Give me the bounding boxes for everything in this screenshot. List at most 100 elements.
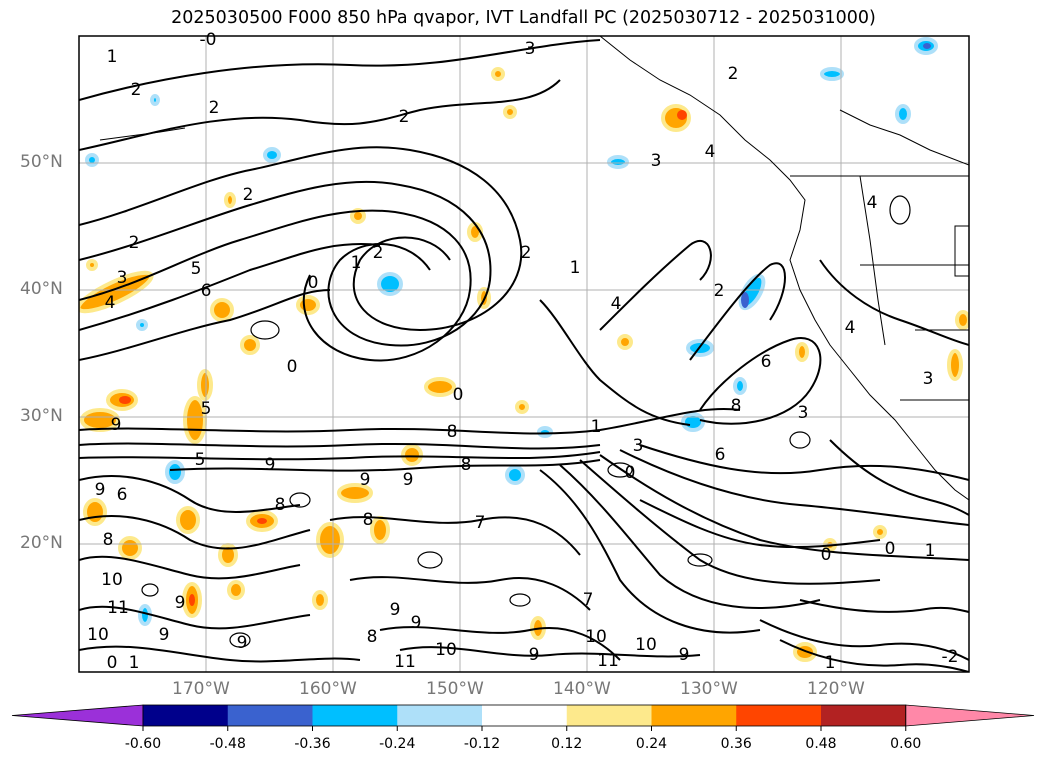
contour-label: 1	[107, 47, 118, 67]
contour-label: 4	[611, 294, 622, 314]
contour-label: 9	[265, 455, 276, 475]
contour-label: 2	[243, 185, 254, 205]
contour-label: 7	[583, 590, 594, 610]
contour-label: 0	[625, 463, 636, 483]
contour-label: 5	[201, 399, 212, 419]
contour-label: 9	[175, 593, 186, 613]
contour-label: 0	[308, 273, 319, 293]
contour-label: 1	[570, 258, 581, 278]
contour-label: 10	[87, 625, 109, 645]
contour-label: 8	[367, 627, 378, 647]
contour-label: 2	[131, 80, 142, 100]
colorbar-tick-label: -0.36	[294, 736, 331, 752]
contour-label: 6	[117, 485, 128, 505]
colorbar-tick-label: -0.12	[463, 736, 501, 752]
contour-label: 8	[461, 455, 472, 475]
contour-label: 2	[209, 98, 220, 118]
lat-label-20n: 20°N	[20, 533, 63, 553]
contour-lines	[79, 39, 969, 672]
shading-layer	[79, 36, 969, 672]
contour-label: 9	[159, 625, 170, 645]
contour-label: 6	[201, 281, 212, 301]
colorbar-tick-label: -0.24	[379, 736, 416, 752]
contour-label: 0	[821, 545, 832, 565]
contour-label: 9	[403, 470, 414, 490]
colorbar-segment	[397, 705, 483, 726]
colorbar-tick-label: 0.12	[551, 736, 583, 752]
lon-label-120w: 120°W	[807, 679, 865, 699]
contour-label: 3	[651, 151, 662, 171]
colorbar-tick-label: -0.48	[209, 736, 246, 752]
contour-label: 1	[129, 653, 140, 673]
contour-label: 10	[435, 640, 457, 660]
contour-label: 8	[447, 422, 458, 442]
colorbar-tick-label: 0.36	[720, 736, 752, 752]
contour-label: 9	[111, 415, 122, 435]
contour-label: 2	[399, 107, 410, 127]
colorbar-extend-min	[11, 704, 144, 727]
contour-label: 9	[360, 470, 371, 490]
contour-label: 6	[715, 445, 726, 465]
contour-label: 8	[731, 396, 742, 416]
colorbar-tick-label: 0.24	[635, 736, 668, 752]
colorbar-segment	[143, 705, 229, 726]
contour-label: 4	[705, 142, 716, 162]
contour-label: 10	[585, 627, 607, 647]
contour-label: 4	[867, 193, 878, 213]
lat-label-50n: 50°N	[20, 152, 63, 172]
contour-label: -2	[942, 647, 959, 667]
contour-label: 3	[798, 403, 809, 423]
colorbar-segment	[566, 705, 652, 726]
contour-label: 9	[95, 480, 106, 500]
contour-label: -0	[200, 30, 217, 50]
contour-label: 1	[591, 417, 602, 437]
lon-label-150w: 150°W	[426, 679, 484, 699]
contour-label: 3	[525, 39, 536, 59]
colorbar-tick-label: -0.60	[124, 736, 162, 752]
contour-label: 11	[394, 652, 416, 672]
map-frame	[78, 35, 970, 673]
lat-label-30n: 30°N	[20, 406, 63, 426]
coastline	[99, 36, 969, 501]
contour-label: 9	[529, 645, 540, 665]
contour-label: 3	[923, 369, 934, 389]
colorbar-segment	[651, 705, 737, 726]
lon-label-140w: 140°W	[553, 679, 611, 699]
lon-label-160w: 160°W	[299, 679, 357, 699]
colorbar-tick-label: 0.48	[805, 736, 837, 752]
contour-label: 2	[129, 233, 140, 253]
contour-label: 2	[521, 243, 532, 263]
colorbar	[11, 704, 1035, 731]
contour-label: 7	[475, 513, 486, 533]
contour-label: 3	[633, 436, 644, 456]
contour-label: 0	[107, 653, 118, 673]
contour-label: 1	[925, 541, 936, 561]
colorbar-segment	[227, 705, 313, 726]
contour-label: 4	[845, 318, 856, 338]
contour-label: 9	[390, 600, 401, 620]
colorbar-segment	[821, 705, 907, 726]
contour-label: 9	[679, 645, 690, 665]
colorbar-segment	[736, 705, 822, 726]
contour-label: 0	[453, 385, 464, 405]
contour-label: 10	[635, 635, 657, 655]
contour-label: 2	[728, 64, 739, 84]
contour-label: 11	[597, 651, 619, 671]
gridlines	[79, 36, 969, 672]
contour-label: 1	[825, 653, 836, 673]
lat-label-40n: 40°N	[20, 279, 63, 299]
contour-label: 8	[275, 495, 286, 515]
lon-label-130w: 130°W	[680, 679, 738, 699]
colorbar-extend-max	[905, 704, 1035, 727]
contour-label: 11	[107, 598, 129, 618]
contour-label: 4	[105, 293, 116, 313]
contour-label: 6	[761, 352, 772, 372]
contour-label: 8	[103, 530, 114, 550]
contour-label: 9	[411, 613, 422, 633]
contour-label: 5	[195, 450, 206, 470]
lon-label-170w: 170°W	[172, 679, 230, 699]
contour-label: 0	[287, 357, 298, 377]
colorbar-segment	[482, 705, 568, 726]
